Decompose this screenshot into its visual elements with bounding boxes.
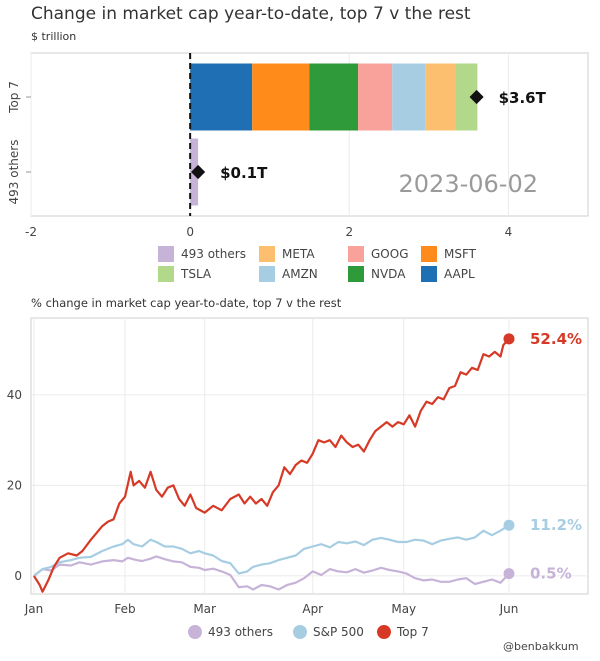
legend-swatch-msft <box>421 246 437 262</box>
legend-label-nvda: NVDA <box>371 267 406 281</box>
line-chart: 0 20 40 Jan Feb Mar Apr May Jun 0.5% 11.2% 52.4% 493… <box>7 317 589 639</box>
legend-label-aapl: AAPL <box>444 267 475 281</box>
legend-swatch-aapl <box>421 266 437 282</box>
end-marker-493-others <box>503 568 515 580</box>
end-label-493-others: 0.5% <box>530 565 572 583</box>
x-tick-label: Feb <box>114 602 135 616</box>
series-line-top-7 <box>33 338 510 593</box>
end-label-top-7: 52.4% <box>530 330 582 348</box>
legend-label-493-others: 493 others <box>181 247 246 261</box>
legend-marker-top-7 <box>377 625 391 639</box>
x-tick-label: May <box>391 602 416 616</box>
y-tick-label-493-others: 493 others <box>7 140 21 205</box>
y-tick-label-top-7: Top 7 <box>7 81 21 114</box>
legend-swatch-nvda <box>348 266 364 282</box>
line-chart-title: % change in market cap year-to-date, top… <box>31 296 342 310</box>
bar-chart-title: Change in market cap year-to-date, top 7… <box>31 4 471 24</box>
y-tick-label: 0 <box>14 569 22 583</box>
legend-swatch-amzn <box>259 266 275 282</box>
x-tick-label: 4 <box>505 225 513 239</box>
x-tick-label: Apr <box>302 602 323 616</box>
legend-swatch-meta <box>259 246 275 262</box>
legend-swatch-tsla <box>158 266 174 282</box>
legend-label-top-7: Top 7 <box>396 625 429 639</box>
end-label-s-p-500: 11.2% <box>530 516 582 534</box>
end-marker-s-p-500 <box>503 519 515 531</box>
bar-segment-aapl <box>190 63 253 131</box>
x-tick-label: -2 <box>25 225 37 239</box>
series-line-s-p-500 <box>33 524 510 577</box>
legend-swatch-goog <box>348 246 364 262</box>
bar-segment-meta <box>425 63 456 131</box>
bar-segment-tsla <box>455 63 478 131</box>
legend-label-tsla: TSLA <box>180 267 212 281</box>
x-tick-label: Jan <box>24 602 44 616</box>
x-tick-label: Jun <box>499 602 519 616</box>
total-label-493-others: $0.1T <box>220 164 268 182</box>
end-marker-top-7 <box>503 333 515 345</box>
plot-frame <box>30 317 589 595</box>
legend-marker-493-others <box>188 625 202 639</box>
y-tick-label: 40 <box>7 388 22 402</box>
credit-label: @benbakkum <box>503 640 579 653</box>
legend-label-s-p-500: S&P 500 <box>313 625 364 639</box>
bar-segment-goog <box>358 63 393 131</box>
legend-label-493-others: 493 others <box>208 625 273 639</box>
total-label-top-7: $3.6T <box>499 89 547 107</box>
x-tick-label: 0 <box>186 225 194 239</box>
date-label: 2023-06-02 <box>399 170 538 198</box>
legend-marker-s-p-500 <box>293 625 307 639</box>
legend-label-msft: MSFT <box>444 247 477 261</box>
bar-segment-amzn <box>392 63 426 131</box>
series-line-493-others <box>33 555 510 591</box>
legend-label-meta: META <box>282 247 315 261</box>
bar-segment-msft <box>252 63 310 131</box>
y-tick-label: 20 <box>7 478 22 492</box>
x-tick-label: Mar <box>193 602 216 616</box>
legend-label-goog: GOOG <box>371 247 409 261</box>
bar-chart-subtitle: $ trillion <box>31 30 77 43</box>
total-marker-top-7 <box>469 89 484 105</box>
bar-segment-nvda <box>309 63 359 131</box>
x-tick-label: 2 <box>345 225 353 239</box>
legend-label-amzn: AMZN <box>282 267 318 281</box>
bar-chart: -2 0 2 4 Top 7 493 others $3.6T $0.1T 2023-06-02… <box>7 52 589 282</box>
legend-swatch-493-others <box>158 246 174 262</box>
